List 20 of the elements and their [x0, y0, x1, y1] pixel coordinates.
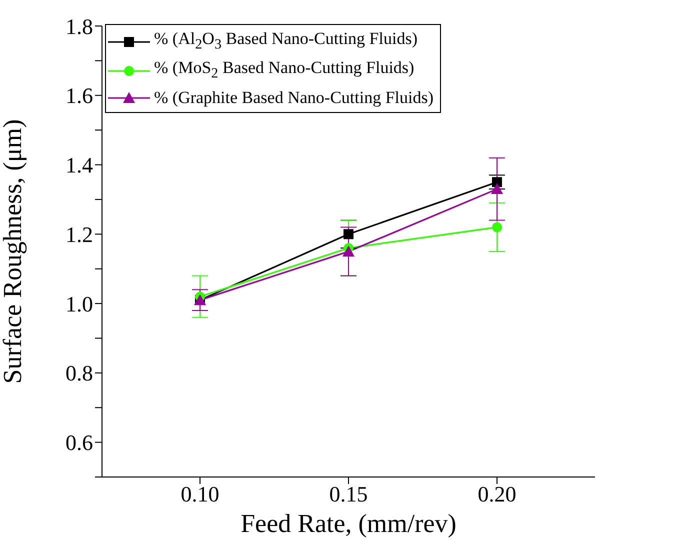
y-axis-title: Surface Roughness, (μm)	[0, 119, 28, 384]
point	[342, 246, 354, 256]
point	[492, 177, 502, 188]
legend-label: % (Al$_{2}$O$_{3}$ Based Nano-Cutting Fluids)	[154, 28, 418, 54]
y-tick-label: 1.2	[66, 222, 93, 247]
y-tick-label: 1.6	[66, 83, 93, 108]
point	[344, 229, 354, 240]
point	[490, 183, 503, 194]
legend-label: % (Graphite Based Nano-Cutting Fluids)	[154, 86, 434, 109]
x-tick-label: 0.20	[478, 482, 516, 507]
y-tick-label: 1.8	[66, 14, 93, 39]
y-tick-label: 1.0	[66, 291, 93, 316]
x-tick-label: 0.10	[180, 482, 220, 507]
y-tick-label: 0.6	[66, 430, 93, 456]
y-tick-label: 0.8	[66, 360, 93, 386]
legend-label: % (MoS$_{2}$ Based Nano-Cutting Fluids)	[154, 57, 414, 84]
x-tick-label: 0.15	[329, 482, 368, 507]
point	[492, 222, 502, 232]
y-tick-label: 1.4	[66, 152, 93, 178]
x-axis-title: Feed Rate, (mm/rev)	[240, 509, 456, 538]
